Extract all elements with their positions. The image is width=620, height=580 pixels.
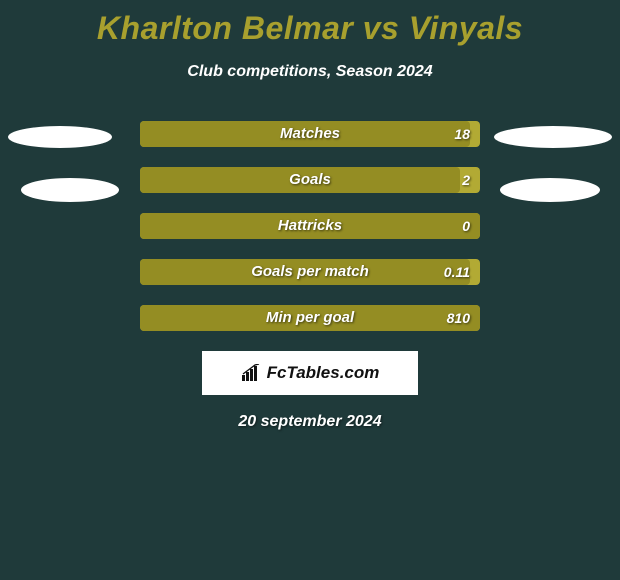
logo-text: FcTables.com (267, 363, 380, 383)
stat-row: Hattricks0 (0, 213, 620, 239)
stat-value: 2 (140, 167, 470, 193)
stat-value: 0 (140, 213, 470, 239)
stat-value: 18 (140, 121, 470, 147)
page-subtitle: Club competitions, Season 2024 (0, 63, 620, 81)
stat-value: 810 (140, 305, 470, 331)
chart-icon (241, 364, 263, 382)
logo-box: FcTables.com (202, 351, 418, 395)
stat-row: Matches18 (0, 121, 620, 147)
stat-row: Goals per match0.11 (0, 259, 620, 285)
stats-rows: Matches18 Goals2 Hattricks0 Goals per match… (0, 121, 620, 331)
page-title: Kharlton Belmar vs Vinyals (0, 0, 620, 47)
stat-row: Min per goal810 (0, 305, 620, 331)
stat-row: Goals2 (0, 167, 620, 193)
stat-value: 0.11 (140, 259, 470, 285)
date-text: 20 september 2024 (0, 413, 620, 431)
comparison-infographic: Kharlton Belmar vs Vinyals Club competit… (0, 0, 620, 580)
